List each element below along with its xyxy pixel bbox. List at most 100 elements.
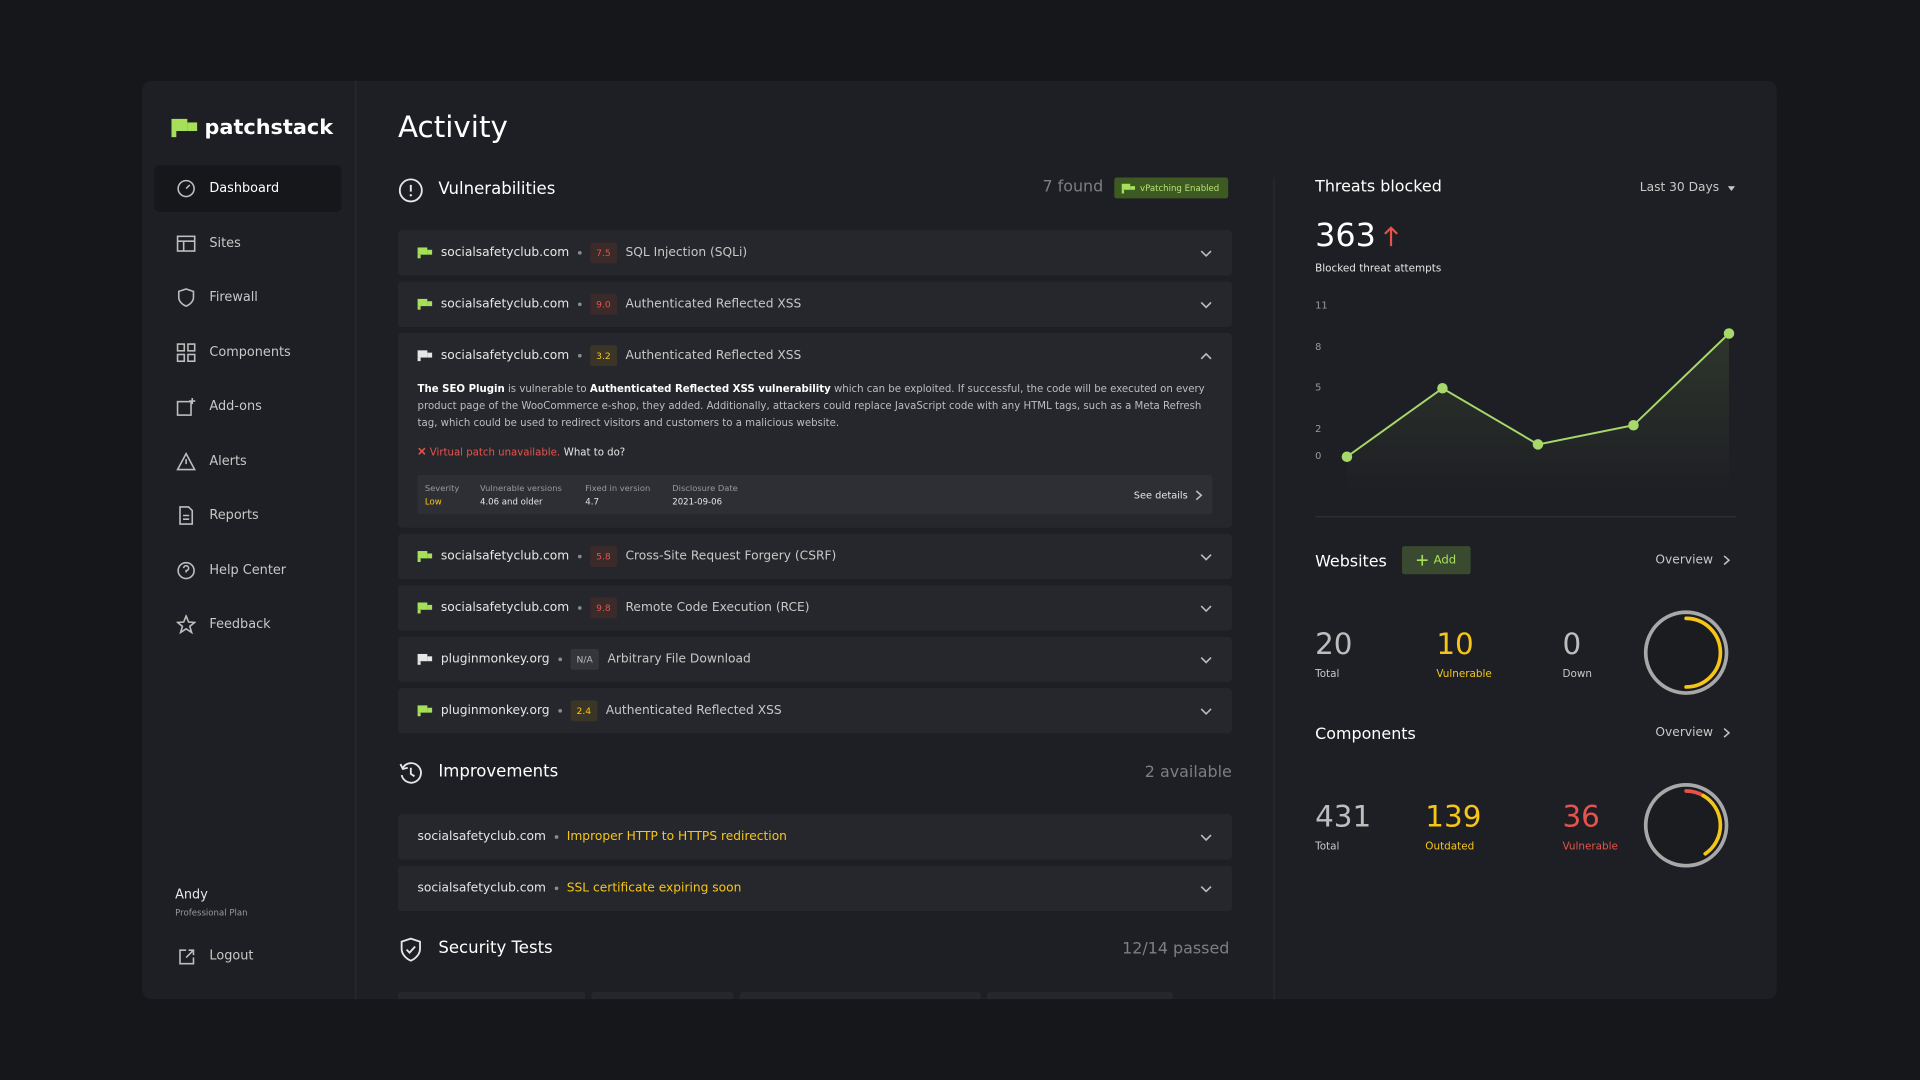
site-icon xyxy=(417,551,433,563)
stat-label: Total xyxy=(1315,668,1340,681)
field-label: Severity xyxy=(424,483,460,494)
vulnerability-row[interactable]: socialsafetyclub.com 9.8 Remote Code Execu… xyxy=(397,585,1232,631)
nav-item[interactable]: Sites xyxy=(209,235,241,251)
nav-item[interactable]: Feedback xyxy=(209,616,271,632)
add-button[interactable]: Add xyxy=(1402,546,1471,575)
nav-icon[interactable] xyxy=(176,614,196,635)
vulnerability-row[interactable]: socialsafetyclub.com 9.0 Authenticated Ref… xyxy=(397,281,1232,327)
threats-total: 363 xyxy=(1315,217,1376,255)
nav-item[interactable]: Components xyxy=(209,344,291,360)
description-part: which can be exploited. If successful, t… xyxy=(417,382,1205,429)
description-part: The SEO Plugin xyxy=(417,382,505,395)
row-line: socialsafetyclub.com 7.5 SQL Injection (SQ… xyxy=(417,230,748,275)
y-tick-label: 5 xyxy=(1315,382,1322,394)
field-label: Fixed in version xyxy=(585,483,651,494)
site-name: socialsafetyclub.com xyxy=(417,830,546,844)
site-icon xyxy=(417,350,433,362)
overview-chevron[interactable] xyxy=(1723,727,1731,738)
nav-icon[interactable] xyxy=(176,506,196,526)
chevron[interactable] xyxy=(1200,884,1212,894)
chevron[interactable] xyxy=(1200,552,1212,562)
vulnerability-name: Authenticated Reflected XSS xyxy=(625,348,802,363)
test-card xyxy=(591,991,734,1000)
warning-x xyxy=(418,447,426,455)
warning-action[interactable]: What to do? xyxy=(563,445,626,458)
nav-item[interactable]: Add-ons xyxy=(209,398,262,414)
improvements-count: 2 available xyxy=(1144,763,1232,782)
logout-icon[interactable] xyxy=(178,948,196,966)
separator-dot xyxy=(558,657,562,662)
page-title: Activity xyxy=(397,110,508,145)
logout[interactable]: Logout xyxy=(209,948,254,964)
sidebar-divider xyxy=(355,80,357,1000)
vulnerability-row[interactable]: socialsafetyclub.com 7.5 SQL Injection (SQ… xyxy=(397,230,1232,276)
site-icon xyxy=(417,298,433,310)
vulnerability-row[interactable]: socialsafetyclub.com 5.8 Cross-Site Reques… xyxy=(397,533,1232,580)
nav-item[interactable]: Help Center xyxy=(209,562,287,578)
section-icon xyxy=(400,937,421,962)
security-tests-count: 12/14 passed xyxy=(1122,939,1230,959)
row-line: socialsafetyclub.com SSL certificate expi… xyxy=(418,866,742,911)
row-line: pluginmonkey.org 2.4 Authenticated Reflect… xyxy=(417,688,782,733)
description-part: is vulnerable to xyxy=(504,382,590,395)
separator-dot xyxy=(577,251,582,255)
gauge xyxy=(1643,610,1729,695)
nav-icon[interactable] xyxy=(176,451,196,471)
nav-item[interactable]: Reports xyxy=(209,507,259,523)
nav-icon[interactable] xyxy=(176,397,196,417)
stat-value: 139 xyxy=(1425,799,1482,834)
vpatch-label: vPatching Enabled xyxy=(1140,183,1220,193)
see-details[interactable]: See details xyxy=(1133,489,1188,501)
overview-chevron[interactable] xyxy=(1723,555,1731,566)
chevron[interactable] xyxy=(1200,833,1212,843)
brand-name: patchstack xyxy=(204,115,334,141)
y-tick-label: 2 xyxy=(1315,423,1322,435)
trend-arrow xyxy=(1384,226,1398,247)
field-value: Low xyxy=(424,497,442,507)
chevron[interactable] xyxy=(1200,300,1212,310)
score-badge: 7.5 xyxy=(590,242,617,264)
separator-dot xyxy=(577,554,582,559)
nav-item[interactable]: Alerts xyxy=(209,453,247,469)
details-box: Severity Low Vulnerable versions 4.06 and o… xyxy=(417,475,1213,515)
site-name: socialsafetyclub.com xyxy=(417,881,546,896)
nav-icon[interactable] xyxy=(176,288,196,308)
nav-item[interactable]: Dashboard xyxy=(209,180,280,196)
vulnerability-name: Remote Code Execution (RCE) xyxy=(625,601,810,615)
vulnerability-name: Cross-Site Request Forgery (CSRF) xyxy=(625,549,837,564)
improvement-row[interactable]: socialsafetyclub.com SSL certificate expi… xyxy=(397,865,1232,912)
row-line: socialsafetyclub.com 9.8 Remote Code Execu… xyxy=(417,585,810,630)
field-label: Disclosure Date xyxy=(672,483,738,494)
improvement-issue: SSL certificate expiring soon xyxy=(566,881,742,896)
vulnerability-name: SQL Injection (SQLi) xyxy=(625,246,748,260)
score-badge: 5.8 xyxy=(590,546,617,567)
nav-icon[interactable] xyxy=(176,342,196,362)
chevron[interactable] xyxy=(1200,351,1212,361)
separator-dot xyxy=(577,606,582,610)
see-details-chevron xyxy=(1195,490,1203,501)
separator-dot xyxy=(577,302,582,307)
chevron[interactable] xyxy=(1200,655,1212,665)
stat-label: Down xyxy=(1562,668,1592,681)
overview-link[interactable]: Overview xyxy=(1655,553,1714,567)
vulnerability-row[interactable]: pluginmonkey.org 2.4 Authenticated Reflect… xyxy=(397,688,1232,734)
y-tick-label: 11 xyxy=(1315,300,1328,312)
nav-icon[interactable] xyxy=(176,560,196,580)
chevron[interactable] xyxy=(1200,707,1212,717)
nav-icon[interactable] xyxy=(176,233,196,253)
vulnerability-row[interactable]: pluginmonkey.org N/A Arbitrary File Downlo… xyxy=(397,636,1232,683)
separator-dot xyxy=(577,353,582,358)
chevron[interactable] xyxy=(1200,604,1212,614)
vulnerability-row[interactable]: socialsafetyclub.com 3.2 Authenticated Ref… xyxy=(397,333,1232,528)
separator-dot xyxy=(558,708,562,713)
improvement-row[interactable]: socialsafetyclub.com Improper HTTP to HTT… xyxy=(397,814,1232,860)
gauge xyxy=(1643,783,1729,868)
nav-item[interactable]: Firewall xyxy=(209,289,258,305)
period-caret[interactable] xyxy=(1727,186,1737,192)
logo-icon xyxy=(171,118,198,138)
chevron[interactable] xyxy=(1200,249,1212,259)
vpatch-icon xyxy=(1121,183,1136,193)
nav-icon[interactable] xyxy=(176,179,196,199)
period-select[interactable]: Last 30 Days xyxy=(1639,181,1720,195)
overview-link[interactable]: Overview xyxy=(1655,726,1714,740)
